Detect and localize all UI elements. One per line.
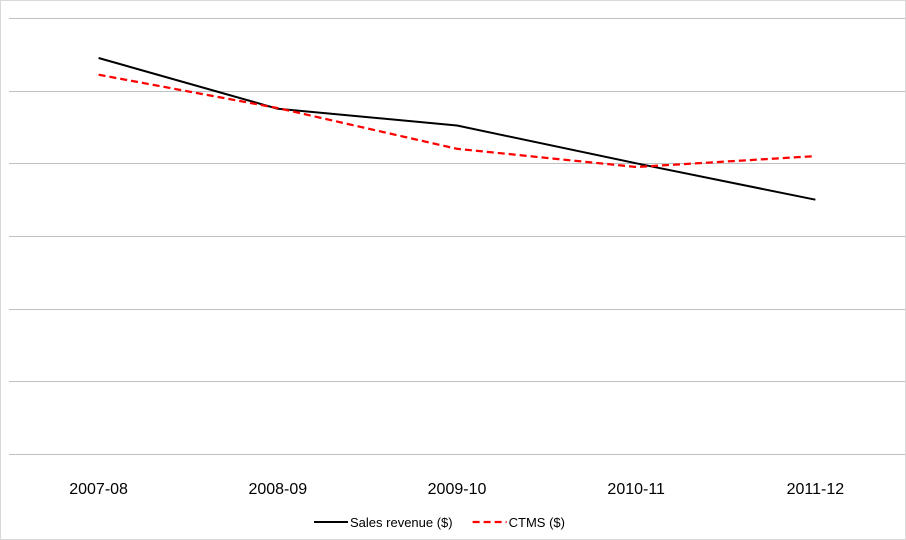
x-tick-label: 2011-12 [787,481,845,498]
x-tick-label: 2009-10 [428,481,487,498]
x-tick-label: 2008-09 [248,481,307,498]
x-tick-label: 2010-11 [607,481,665,498]
legend: Sales revenue ($) CTMS ($) [314,515,565,530]
legend-label-2: CTMS ($) [509,515,565,530]
series-line-1 [98,57,816,201]
legend-label-1: Sales revenue ($) [350,515,453,530]
grid-lines [9,18,905,455]
x-axis-tick-labels: 2007-08 2008-09 2009-10 2010-11 2011-12 [69,481,844,498]
series-line-2 [98,73,816,169]
series-lines [98,57,816,201]
x-tick-label: 2007-08 [69,481,128,498]
